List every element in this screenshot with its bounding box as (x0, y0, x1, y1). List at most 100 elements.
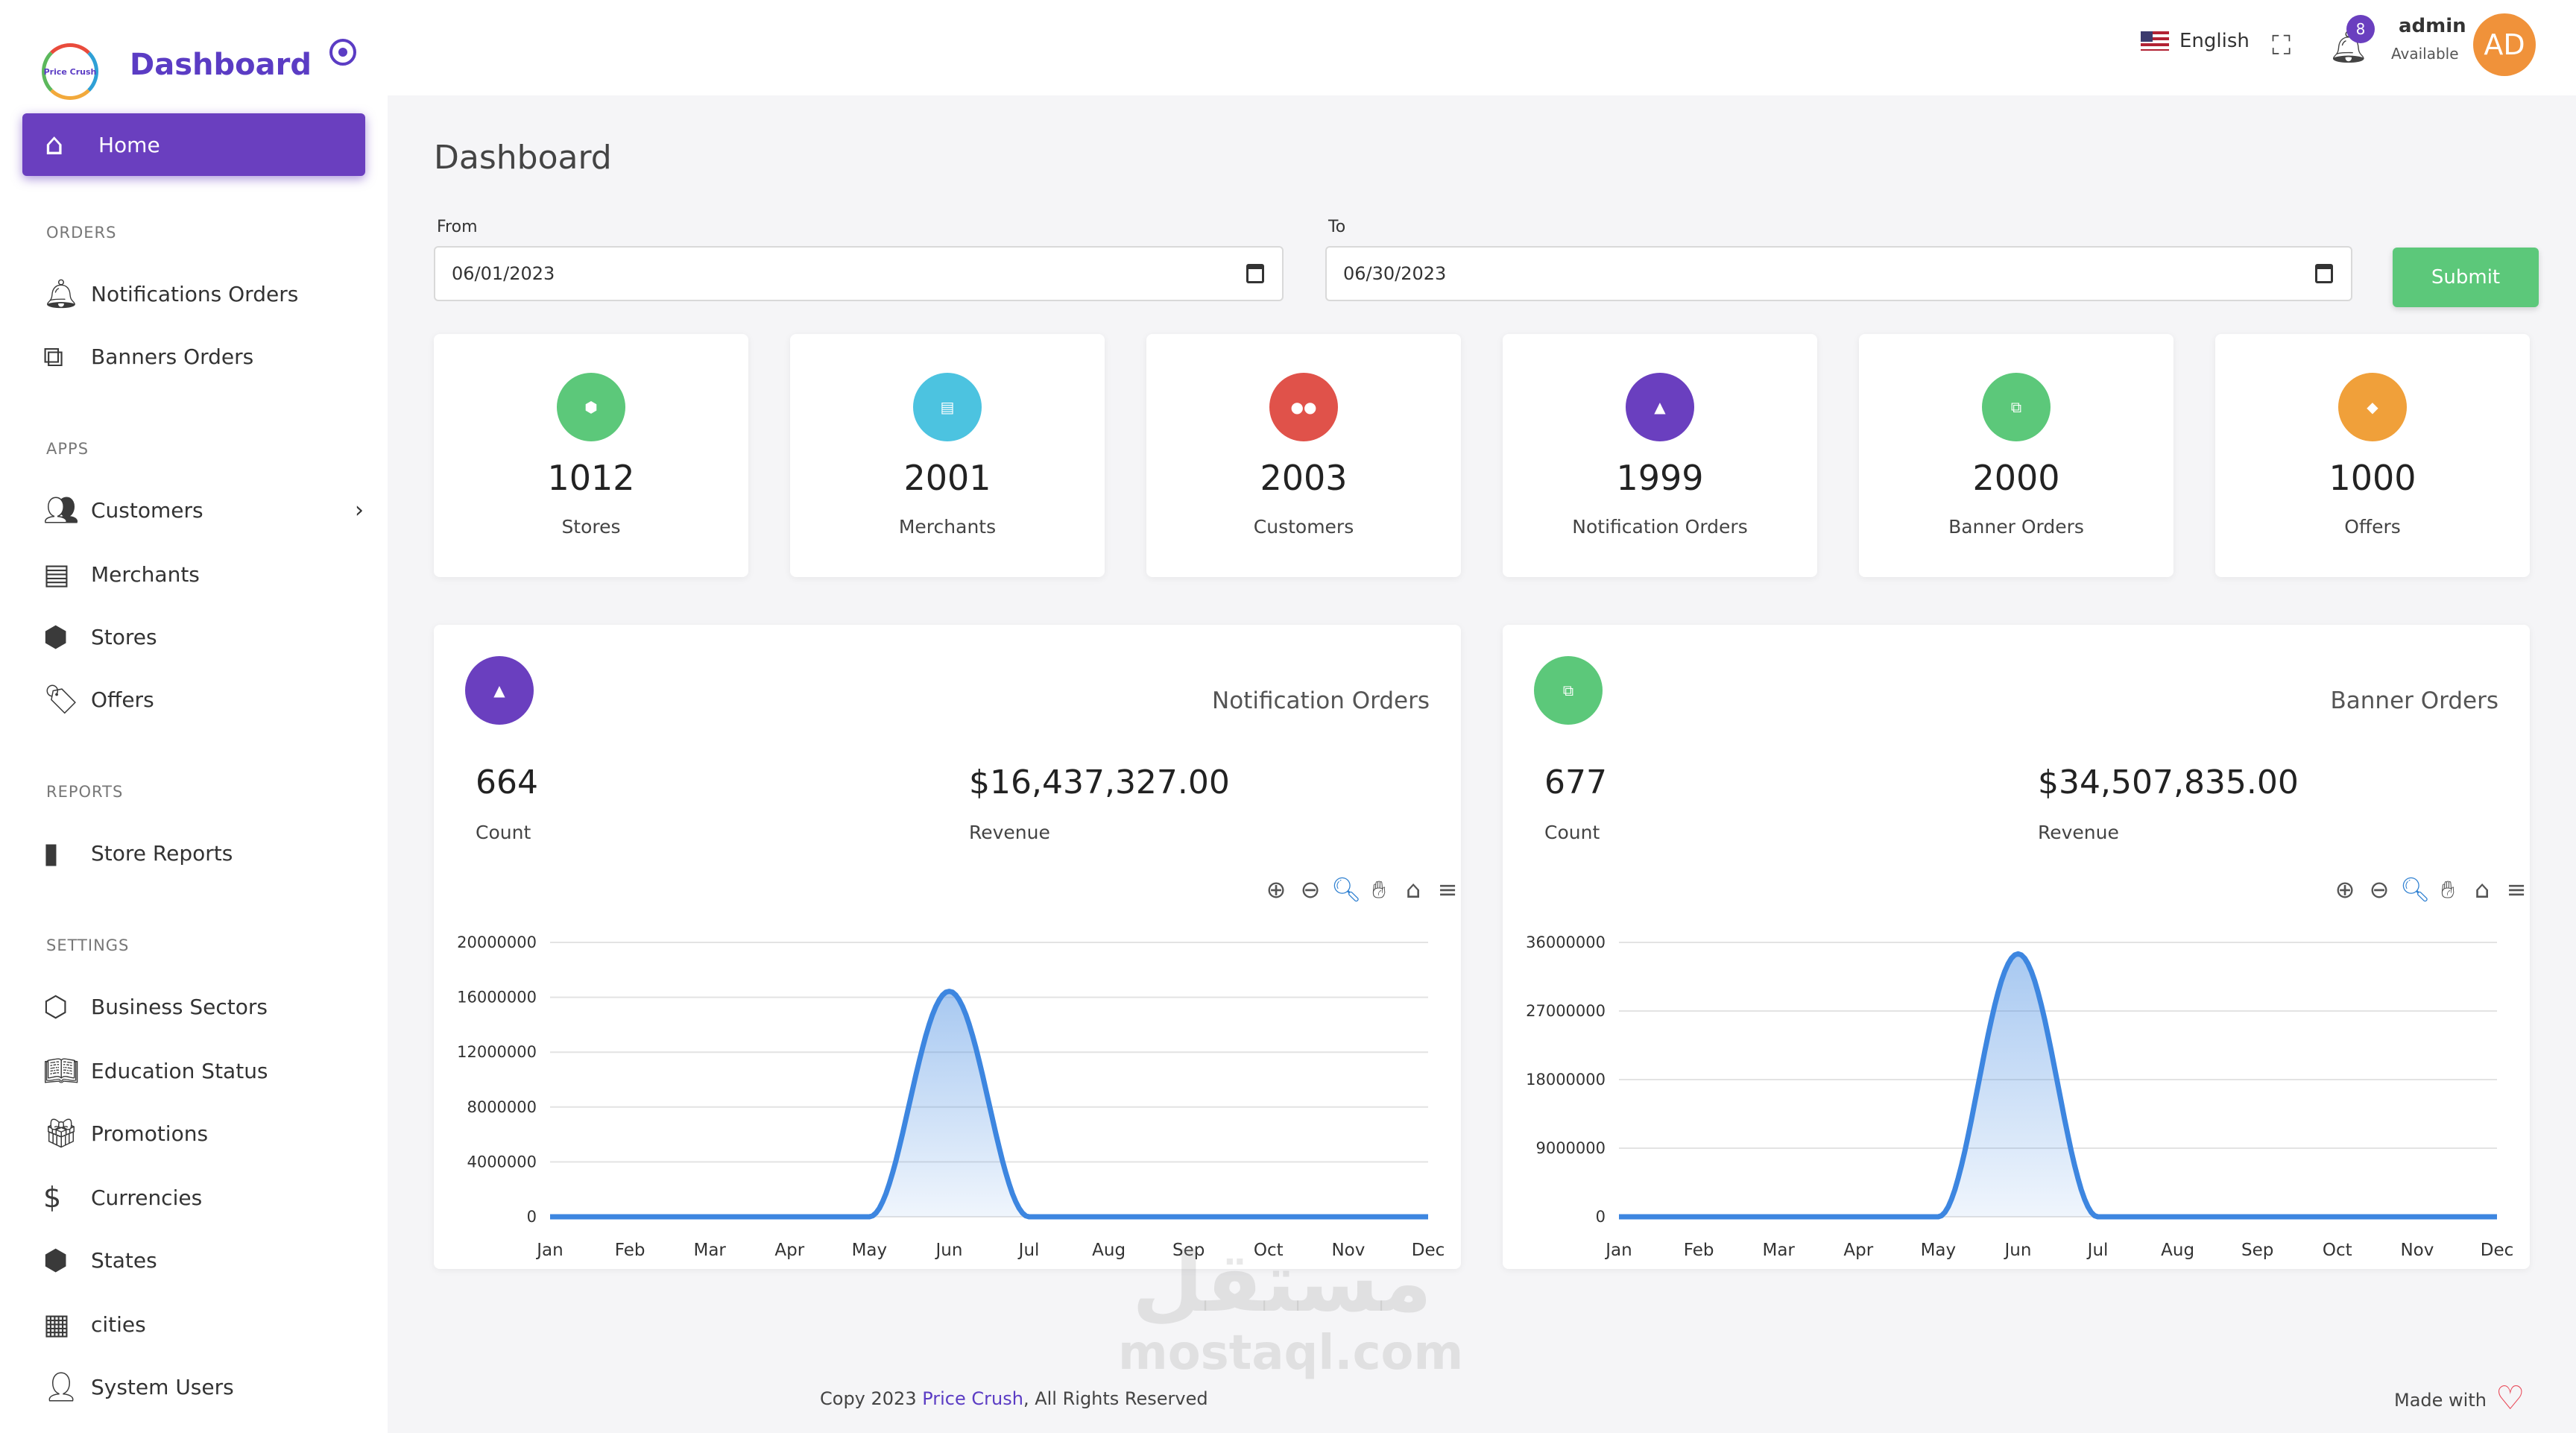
chart-count-label: Count (476, 822, 531, 843)
x-tick-label: Sep (1172, 1241, 1205, 1260)
calendar-icon[interactable] (2315, 264, 2333, 283)
sidebar-item-label: Promotions (91, 1121, 209, 1146)
chart-revenue-label: Revenue (2038, 822, 2119, 843)
reset-home-icon[interactable]: ⌂ (2474, 875, 2490, 904)
chart-revenue-label: Revenue (969, 822, 1050, 843)
chart-title: Banner Orders (2330, 687, 2498, 714)
stat-card-merchants[interactable]: ▤ 2001 Merchants (790, 334, 1105, 577)
sidebar-item-education-status[interactable]: 📖︎ Education Status (43, 1048, 364, 1093)
user-name[interactable]: admin (2399, 15, 2466, 37)
series-line (550, 989, 1428, 1220)
stat-card-stores[interactable]: ⬢ 1012 Stores (434, 334, 748, 577)
x-tick-label: Oct (2323, 1241, 2352, 1260)
sidebar-item-cities[interactable]: ▦ cities (43, 1302, 364, 1347)
brand-logo: Price Crush (42, 43, 98, 100)
from-date-input[interactable]: 06/01/2023 (434, 246, 1284, 301)
section-title-reports: REPORTS (46, 783, 124, 801)
fullscreen-icon[interactable]: ⛶ (2272, 31, 2291, 61)
id-card-icon: ▤ (913, 373, 982, 441)
selection-zoom-icon[interactable]: 🔍︎ (2400, 875, 2431, 904)
sidebar-item-stores[interactable]: ⬢ Stores (43, 614, 364, 659)
y-tick-label: 20000000 (457, 933, 537, 951)
sidebar-toggle-icon[interactable] (329, 39, 356, 66)
pan-hand-icon[interactable]: ✋︎ (2440, 875, 2455, 904)
chart-revenue: $34,507,835.00 (2038, 763, 2299, 801)
sidebar-item-home[interactable]: ⌂ Home (22, 113, 365, 176)
sidebar-item-system-users[interactable]: 👤︎ System Users (43, 1364, 364, 1409)
sidebar-item-store-reports[interactable]: ▮ Store Reports (43, 831, 364, 875)
watermark-latin: mostaql.com (1118, 1326, 1464, 1381)
sidebar-item-label: Banners Orders (91, 344, 254, 369)
page-title: Dashboard (434, 139, 612, 177)
sidebar-item-currencies[interactable]: $ Currencies (43, 1175, 364, 1220)
y-tick-label: 12000000 (457, 1043, 537, 1061)
stat-card-notification-orders[interactable]: ▲ 1999 Notification Orders (1503, 334, 1817, 577)
x-tick-label: Dec (2481, 1241, 2514, 1260)
brand[interactable]: Price Crush Dashboard (42, 42, 312, 101)
user-secret-icon: 👤︎ (43, 1370, 80, 1403)
chart-card-notification-orders: ▲ Notification Orders 664 Count $16,437,… (434, 625, 1461, 1269)
to-date-value: 06/30/2023 (1343, 263, 1447, 284)
sidebar-item-business-sectors[interactable]: ⬡ Business Sectors (43, 984, 364, 1029)
zoom-in-icon[interactable]: ⊕ (2334, 875, 2355, 904)
zoom-out-icon[interactable]: ⊖ (1300, 875, 1321, 904)
y-tick-label: 36000000 (1526, 933, 1606, 951)
id-card-icon: ▤ (43, 558, 70, 590)
sidebar-item-offers[interactable]: 🏷︎ Offers (43, 677, 364, 722)
selection-zoom-icon[interactable]: 🔍︎ (1331, 875, 1362, 904)
x-tick-label: May (852, 1241, 888, 1260)
footer-brand-link[interactable]: Price Crush (922, 1388, 1023, 1409)
reset-home-icon[interactable]: ⌂ (1405, 875, 1421, 904)
user-status: Available (2391, 45, 2459, 63)
chart-toolbar: ⊕ ⊖ 🔍︎ ✋︎ ⌂ ≡ (1263, 875, 1461, 904)
zoom-out-icon[interactable]: ⊖ (2369, 875, 2390, 904)
sidebar-item-label: Customers (91, 497, 203, 523)
avatar[interactable]: AD (2473, 13, 2536, 76)
x-tick-label: Jan (1604, 1241, 1632, 1260)
x-tick-label: Apr (1843, 1241, 1873, 1260)
y-tick-label: 9000000 (1535, 1139, 1606, 1157)
to-date-input[interactable]: 06/30/2023 (1325, 246, 2352, 301)
cubes-icon: ⬡ (43, 990, 69, 1023)
menu-icon[interactable]: ≡ (1437, 875, 1458, 904)
stat-card-offers[interactable]: ◆ 1000 Offers (2215, 334, 2530, 577)
banner-orders-chart: 36000000 27000000 18000000 9000000 0 Jan Feb Ma… (1526, 933, 2514, 1260)
from-date-value: 06/01/2023 (452, 263, 555, 284)
y-tick-label: 0 (527, 1208, 537, 1226)
calendar-icon[interactable] (1246, 264, 1264, 283)
zoom-in-icon[interactable]: ⊕ (1266, 875, 1287, 904)
watermark: مستقل mostaql.com (1118, 1238, 1464, 1381)
stat-card-customers[interactable]: ●● 2003 Customers (1146, 334, 1461, 577)
submit-button[interactable]: Submit (2393, 248, 2539, 307)
chart-card-banner-orders: ⧉ Banner Orders 677 Count $34,507,835.00… (1503, 625, 2530, 1269)
footer-copyright: Copy 2023 Price Crush, All Rights Reserv… (820, 1388, 1208, 1409)
menu-icon[interactable]: ≡ (2506, 875, 2527, 904)
stat-value: 2000 (1972, 458, 2060, 498)
copy-prefix: Copy 2023 (820, 1388, 923, 1409)
sidebar-item-label: Education Status (91, 1058, 268, 1083)
x-tick-label: Dec (1412, 1241, 1445, 1260)
sidebar-item-notifications-orders[interactable]: 🔔︎ Notifications Orders (43, 271, 364, 316)
pan-hand-icon[interactable]: ✋︎ (1371, 875, 1386, 904)
sidebar-item-customers[interactable]: 👥︎ Customers › (43, 488, 364, 532)
x-tick-label: Oct (1254, 1241, 1284, 1260)
language-selector[interactable]: English (2141, 30, 2250, 52)
sidebar-item-banners-orders[interactable]: ⧉ Banners Orders (43, 334, 364, 379)
language-label: English (2179, 30, 2250, 52)
building-icon: ▦ (43, 1308, 70, 1341)
notification-orders-chart: 20000000 16000000 12000000 8000000 4000000 0 J… (457, 933, 1445, 1260)
x-tick-label: Aug (2161, 1241, 2194, 1260)
sidebar-item-label: Home (98, 132, 160, 157)
chart-toolbar: ⊕ ⊖ 🔍︎ ✋︎ ⌂ ≡ (2332, 875, 2530, 904)
stat-value: 2003 (1260, 458, 1348, 498)
sidebar-item-label: cities (91, 1311, 146, 1337)
sidebar-item-merchants[interactable]: ▤ Merchants (43, 552, 364, 596)
sidebar-item-states[interactable]: ⬢ States (43, 1238, 364, 1282)
chart-title: Notification Orders (1212, 687, 1430, 714)
brand-title[interactable]: Dashboard (130, 48, 312, 82)
to-label: To (1328, 218, 1346, 236)
sidebar-item-label: System Users (91, 1374, 234, 1399)
x-tick-label: Sep (2241, 1241, 2273, 1260)
sidebar-item-promotions[interactable]: 🎁︎ Promotions (43, 1111, 364, 1156)
stat-card-banner-orders[interactable]: ⧉ 2000 Banner Orders (1859, 334, 2174, 577)
